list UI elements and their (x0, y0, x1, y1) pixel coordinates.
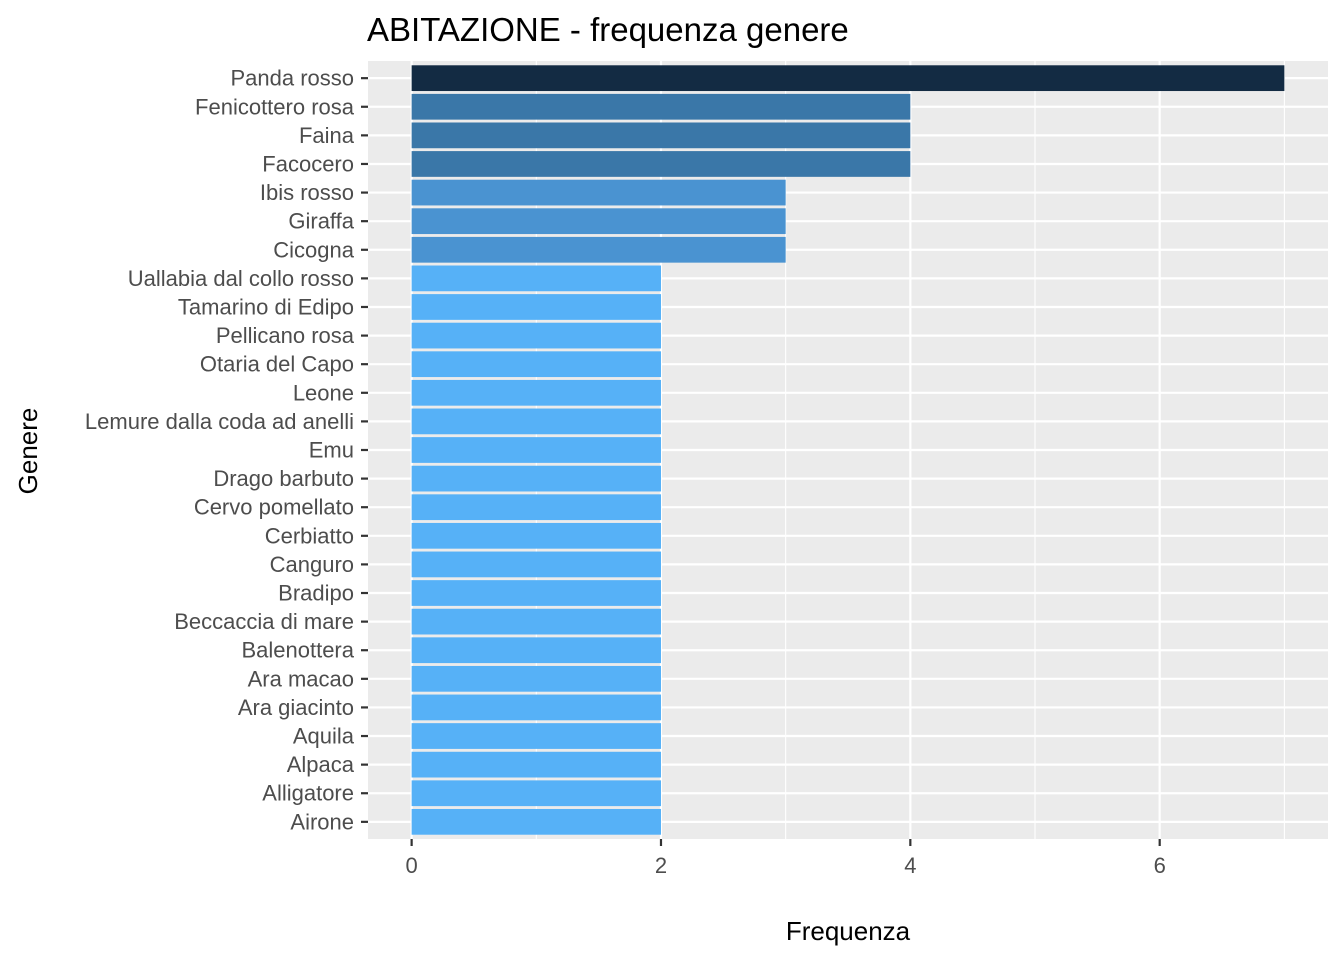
y-tick-label: Balenottera (241, 638, 354, 663)
y-axis-title: Genere (13, 408, 43, 495)
y-tick-label: Fenicottero rosa (195, 94, 355, 119)
bar (411, 179, 786, 206)
bar (411, 322, 661, 349)
bar (411, 294, 661, 320)
y-tick-label: Cerbiatto (265, 523, 354, 548)
bar (411, 465, 661, 492)
bar (411, 151, 911, 177)
bar (411, 65, 1285, 92)
bar (411, 208, 786, 235)
bar (411, 351, 661, 378)
y-tick-label: Ibis rosso (260, 180, 354, 205)
y-tick-label: Pellicano rosa (216, 323, 355, 348)
y-tick-label: Facocero (262, 151, 354, 176)
y-tick-label: Canguro (270, 552, 354, 577)
y-tick-label: Ara macao (248, 666, 354, 691)
bar (411, 408, 661, 435)
y-tick-label: Leone (293, 380, 354, 405)
x-axis: 0 2 4 6 (406, 839, 1166, 878)
y-tick-label: Lemure dalla coda ad anelli (85, 409, 354, 434)
y-tick-label: Bradipo (278, 581, 354, 606)
y-tick-label: Uallabia dal collo rosso (128, 266, 354, 291)
x-tick-label: 4 (904, 853, 916, 878)
bar (411, 265, 661, 292)
bar (411, 236, 786, 263)
x-tick-label: 0 (406, 853, 418, 878)
y-tick-label: Airone (290, 809, 354, 834)
bar (411, 122, 911, 149)
y-tick-label: Giraffa (288, 209, 354, 234)
chart-title: ABITAZIONE - frequenza genere (367, 11, 849, 48)
bar (411, 580, 661, 606)
bar (411, 379, 661, 406)
y-tick-label: Alpaca (287, 752, 355, 777)
y-tick-label: Cicogna (273, 237, 354, 262)
bar (411, 437, 661, 463)
bar (411, 808, 661, 835)
y-tick-label: Drago barbuto (213, 466, 354, 491)
bar (411, 93, 911, 120)
bar (411, 637, 661, 664)
bar (411, 551, 661, 578)
y-axis: Panda rosso Fenicottero rosa Faina Facocero… (85, 66, 368, 834)
bar (411, 780, 661, 807)
bar (411, 665, 661, 692)
bar (411, 694, 661, 721)
y-tick-label: Faina (299, 123, 355, 148)
y-tick-label: Otaria del Capo (200, 352, 354, 377)
bars-group (411, 65, 1285, 835)
x-tick-label: 6 (1154, 853, 1166, 878)
y-tick-label: Panda rosso (230, 66, 354, 91)
y-tick-label: Tamarino di Edipo (178, 294, 354, 319)
bar (411, 494, 661, 521)
y-tick-label: Aquila (293, 724, 355, 749)
bar (411, 522, 661, 549)
y-tick-label: Emu (309, 438, 354, 463)
x-axis-title: Frequenza (786, 916, 911, 946)
y-tick-label: Alligatore (262, 781, 354, 806)
y-tick-label: Cervo pomellato (194, 495, 354, 520)
x-tick-label: 2 (655, 853, 667, 878)
bar (411, 608, 661, 635)
bar (411, 723, 661, 749)
y-tick-label: Beccaccia di mare (174, 609, 354, 634)
bar (411, 751, 661, 778)
y-tick-label: Ara giacinto (238, 695, 354, 720)
